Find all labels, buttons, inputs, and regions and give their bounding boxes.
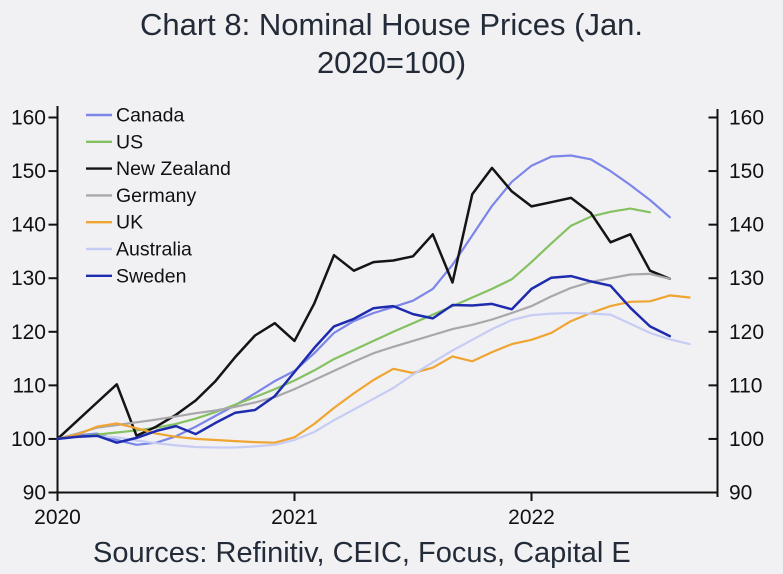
y-tick-label-right-130: 130	[729, 267, 764, 290]
y-tick-label-right-90: 90	[729, 482, 752, 505]
legend-label-canada: Canada	[116, 105, 184, 127]
y-tick-label-right-120: 120	[729, 321, 764, 344]
legend-item-canada: Canada	[86, 105, 184, 127]
y-tick-label-right-100: 100	[729, 428, 764, 451]
y-tick-label-left-140: 140	[11, 214, 46, 237]
y-tick-label-left-150: 150	[11, 160, 46, 183]
chart-title: Chart 8: Nominal House Prices (Jan. 2020…	[139, 7, 644, 80]
series-line-australia	[56, 311, 691, 449]
legend-label-uk: UK	[116, 212, 143, 234]
legend-item-new-zealand: New Zealand	[86, 158, 231, 180]
y-tick-label-left-110: 110	[13, 374, 46, 397]
legend-label-sweden: Sweden	[116, 265, 186, 287]
legend-item-us: US	[86, 131, 143, 153]
axes: 90 90 100 100 110 110 120 120 130 130 140 140 150 150…	[11, 106, 764, 529]
y-tick-label-right-110: 110	[729, 374, 762, 397]
legend-label-australia: Australia	[116, 239, 192, 261]
y-tick-label-left-130: 130	[11, 267, 46, 290]
y-tick-label-left-120: 120	[11, 321, 46, 344]
y-tick-label-right-160: 160	[729, 107, 764, 130]
legend: Canada US New Zealand Germany UK Australia Swe…	[86, 105, 231, 287]
y-tick-label-right-150: 150	[729, 160, 764, 183]
series-line-sweden	[56, 274, 672, 444]
series-lines	[56, 154, 691, 449]
y-tick-label-left-90: 90	[23, 482, 46, 505]
source-note: Sources: Refinitiv, CEIC, Focus, Capital…	[93, 537, 631, 569]
legend-item-germany: Germany	[86, 185, 196, 207]
legend-item-sweden: Sweden	[86, 265, 186, 287]
legend-item-uk: UK	[86, 212, 143, 234]
legend-item-australia: Australia	[86, 239, 192, 261]
legend-label-us: US	[116, 131, 143, 153]
legend-label-germany: Germany	[116, 185, 196, 207]
series-line-canada	[56, 154, 671, 446]
legend-label-new-zealand: New Zealand	[116, 158, 231, 180]
x-tick-label-2021: 2021	[271, 506, 318, 529]
y-tick-label-left-100: 100	[11, 428, 46, 451]
x-tick-label-2022: 2022	[508, 506, 555, 529]
series-line-new-zealand	[56, 166, 672, 441]
x-tick-label-2020: 2020	[34, 506, 81, 529]
series-line-germany	[56, 272, 671, 440]
y-tick-label-right-140: 140	[729, 214, 764, 237]
series-line-uk	[56, 294, 691, 444]
y-tick-label-left-160: 160	[11, 107, 46, 130]
